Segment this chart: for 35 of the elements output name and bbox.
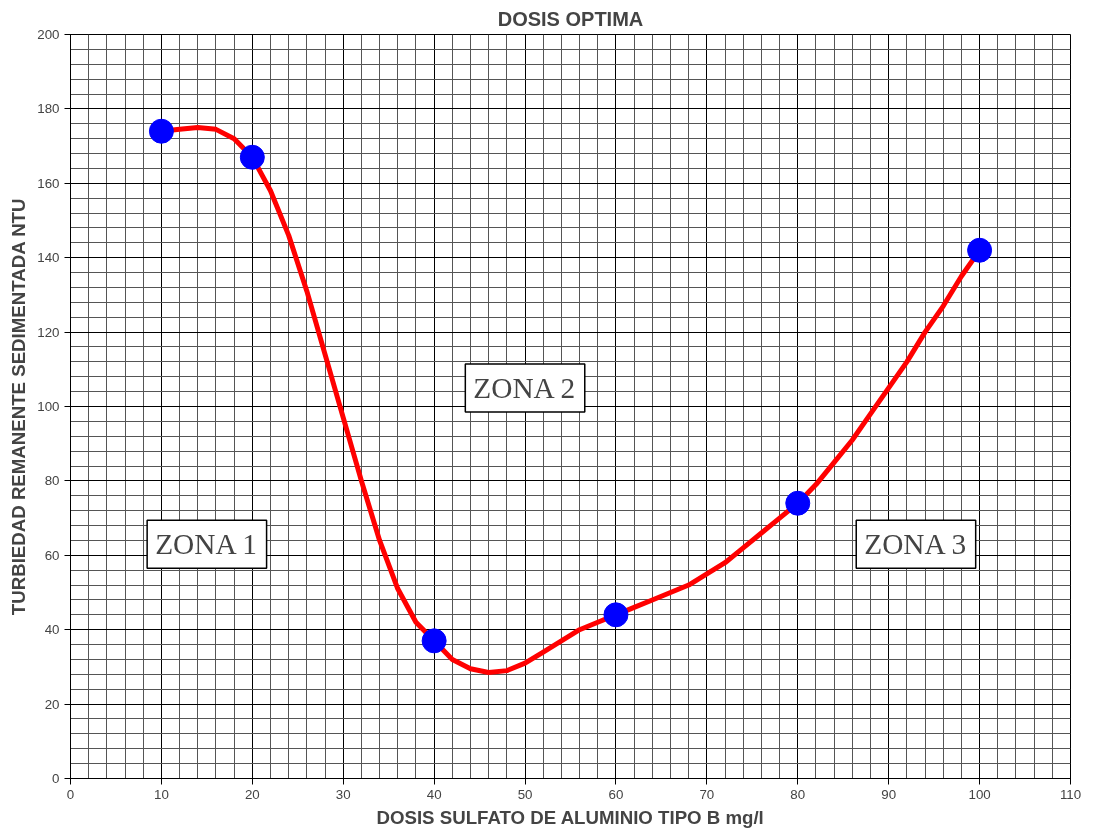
y-tick-label: 180: [37, 101, 60, 117]
point: [421, 628, 447, 654]
point: [239, 144, 265, 170]
y-tick-label: 0: [52, 771, 60, 786]
y-tick-label: 80: [44, 473, 60, 489]
x-tick-label: 110: [1059, 786, 1082, 802]
y-tick-label: 100: [37, 399, 60, 414]
x-tick-label: 70: [699, 786, 715, 802]
x-tick-label: 10: [154, 786, 169, 802]
annotation: ZONA 2: [473, 371, 576, 404]
x-tick-label: 0: [66, 786, 75, 802]
x-tick-label: 30: [335, 786, 351, 802]
x-tick-label: 90: [881, 786, 897, 802]
y-axis-title: TURBIEDAD REMANENTE SEDIMENTADA NTU: [8, 198, 30, 616]
y-tick-label: 20: [44, 696, 60, 712]
x-tick-label: 40: [426, 786, 442, 802]
x-tick-label: 80: [790, 786, 806, 802]
chart-title: DOSIS OPTIMA: [497, 7, 644, 30]
x-tick-label: 50: [517, 786, 533, 802]
y-tick-label: 120: [37, 324, 60, 340]
x-axis-title: DOSIS SULFATO DE ALUMINIO TIPO B mg/l: [376, 806, 764, 828]
point: [967, 237, 993, 263]
y-tick-label: 160: [37, 175, 60, 191]
x-tick-label: 100: [968, 786, 991, 802]
x-tick-label: 20: [244, 786, 260, 802]
y-tick-label: 200: [37, 27, 60, 42]
point: [785, 490, 811, 516]
annotation: ZONA 3: [864, 528, 967, 561]
y-tick-label: 60: [44, 547, 60, 563]
y-tick-label: 40: [44, 622, 60, 638]
point: [148, 118, 174, 144]
point: [603, 602, 629, 628]
x-tick-label: 60: [608, 786, 624, 802]
y-tick-label: 140: [37, 250, 60, 266]
annotation: ZONA 1: [155, 528, 257, 561]
